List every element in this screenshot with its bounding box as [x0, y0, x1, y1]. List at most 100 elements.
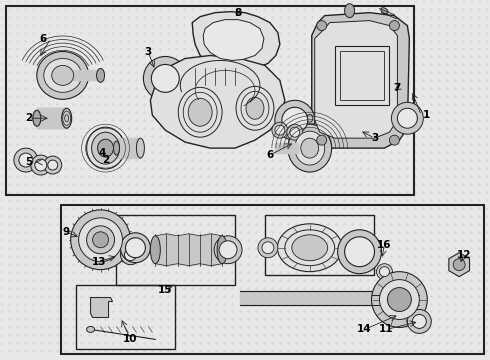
Circle shape [31, 155, 51, 175]
Text: 16: 16 [377, 240, 392, 250]
Bar [265, 215, 374, 275]
Circle shape [413, 315, 426, 328]
Ellipse shape [381, 8, 388, 14]
Circle shape [214, 236, 242, 264]
Circle shape [392, 102, 423, 134]
Ellipse shape [217, 236, 227, 264]
Circle shape [121, 233, 150, 263]
Ellipse shape [412, 114, 417, 122]
Ellipse shape [87, 127, 124, 169]
Circle shape [124, 249, 136, 261]
Circle shape [272, 122, 288, 138]
Bar [117, 138, 141, 158]
Bar [61, 205, 484, 354]
Circle shape [93, 232, 108, 248]
Ellipse shape [33, 110, 41, 126]
Circle shape [35, 159, 47, 171]
Ellipse shape [307, 114, 313, 122]
Text: 4: 4 [99, 148, 106, 158]
Circle shape [144, 57, 187, 100]
Text: 13: 13 [91, 257, 106, 267]
Ellipse shape [415, 291, 424, 305]
Circle shape [376, 264, 392, 280]
Ellipse shape [288, 124, 332, 172]
Circle shape [151, 64, 179, 92]
Polygon shape [315, 21, 397, 138]
Circle shape [78, 218, 122, 262]
Circle shape [262, 242, 274, 254]
Bar [116, 215, 235, 285]
Circle shape [397, 108, 417, 128]
Circle shape [87, 226, 115, 254]
Circle shape [275, 125, 285, 135]
Circle shape [282, 107, 308, 133]
Polygon shape [91, 298, 113, 318]
Circle shape [287, 124, 303, 140]
Ellipse shape [295, 131, 325, 165]
Polygon shape [240, 291, 419, 305]
Ellipse shape [246, 97, 264, 119]
Circle shape [388, 288, 412, 311]
Text: 7: 7 [394, 84, 401, 93]
Polygon shape [312, 13, 409, 148]
Ellipse shape [136, 138, 145, 158]
Text: 1: 1 [423, 110, 430, 120]
Circle shape [317, 135, 327, 145]
Circle shape [121, 245, 141, 265]
Ellipse shape [188, 98, 212, 126]
Ellipse shape [87, 327, 95, 332]
Circle shape [71, 210, 130, 270]
Bar [340, 50, 385, 100]
Ellipse shape [52, 66, 74, 85]
Circle shape [407, 310, 431, 333]
Ellipse shape [292, 235, 328, 261]
Text: 10: 10 [123, 334, 138, 345]
Ellipse shape [62, 108, 72, 128]
Circle shape [390, 135, 399, 145]
Bar [75, 285, 175, 349]
Polygon shape [37, 108, 67, 128]
Bar [37, 108, 67, 128]
Text: 14: 14 [357, 324, 372, 334]
Text: 3: 3 [371, 133, 378, 143]
Polygon shape [117, 138, 141, 158]
Circle shape [453, 259, 465, 271]
Text: 3: 3 [145, 48, 152, 58]
Polygon shape [150, 55, 285, 148]
Ellipse shape [44, 58, 82, 92]
Circle shape [379, 267, 390, 276]
Ellipse shape [114, 141, 120, 155]
Circle shape [290, 127, 300, 137]
Circle shape [317, 21, 327, 31]
Text: 6: 6 [39, 33, 47, 44]
Ellipse shape [277, 224, 342, 272]
Circle shape [275, 100, 315, 140]
Circle shape [338, 230, 382, 274]
Circle shape [379, 280, 419, 319]
Polygon shape [192, 12, 280, 71]
Circle shape [390, 21, 399, 31]
Bar [335, 45, 390, 105]
Ellipse shape [97, 68, 104, 82]
Ellipse shape [92, 132, 120, 164]
Circle shape [125, 238, 146, 258]
Circle shape [14, 148, 38, 172]
Circle shape [371, 272, 427, 328]
Polygon shape [203, 20, 264, 60]
Bar [6, 6, 415, 195]
Circle shape [44, 156, 62, 174]
Circle shape [344, 237, 374, 267]
Text: 12: 12 [457, 250, 471, 260]
Text: 15: 15 [158, 284, 172, 294]
Ellipse shape [301, 138, 318, 158]
Text: 6: 6 [266, 150, 273, 160]
Circle shape [219, 241, 237, 259]
Text: 8: 8 [234, 8, 242, 18]
Circle shape [258, 238, 278, 258]
Text: 9: 9 [62, 227, 69, 237]
Ellipse shape [98, 139, 114, 157]
Ellipse shape [150, 236, 160, 264]
Text: 2: 2 [25, 113, 32, 123]
Text: 11: 11 [379, 324, 393, 334]
Circle shape [19, 153, 33, 167]
